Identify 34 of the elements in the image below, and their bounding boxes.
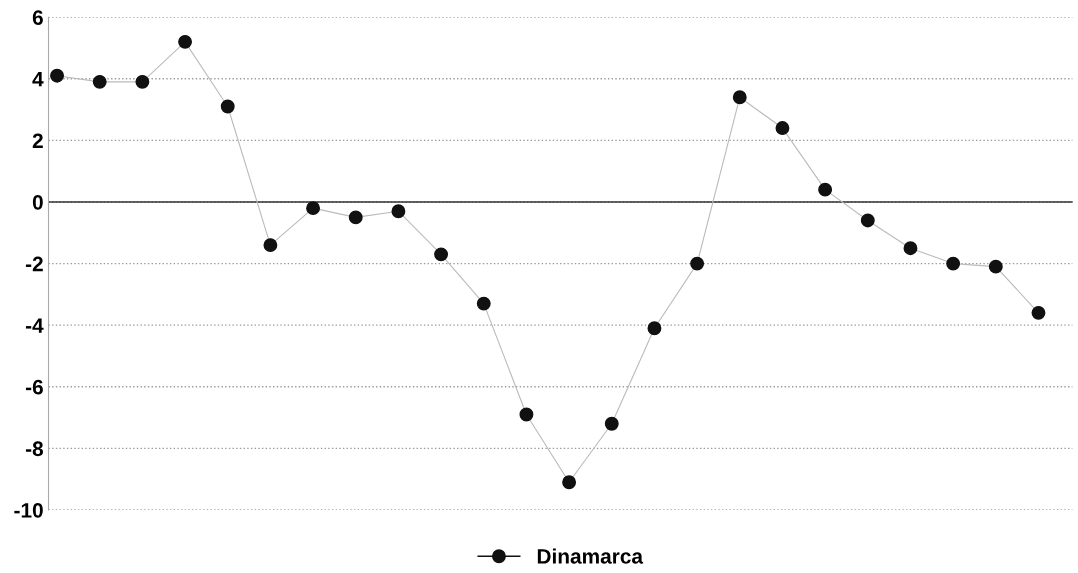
y-tick-label: -6 (25, 379, 43, 395)
point (690, 256, 705, 271)
point (988, 259, 1003, 274)
y-tick-label: 4 (32, 72, 44, 87)
point (818, 182, 833, 197)
point (1031, 305, 1046, 320)
point (860, 213, 875, 228)
y-tick-label: 6 (32, 10, 43, 25)
y-tick-label: -4 (25, 318, 44, 333)
y-tick-label: -8 (25, 441, 44, 457)
point (562, 475, 577, 490)
point (178, 34, 193, 49)
point (434, 247, 449, 262)
y-tick-label: 2 (32, 133, 43, 148)
point (306, 201, 321, 216)
point (647, 321, 662, 336)
point (775, 121, 790, 136)
point (348, 210, 363, 225)
point (50, 68, 64, 83)
legend-label: Dinamarca (537, 548, 644, 564)
y-tick-label: 0 (32, 194, 43, 210)
point (135, 74, 150, 89)
point (903, 241, 918, 256)
point (391, 204, 406, 219)
point (519, 407, 534, 422)
point (92, 74, 107, 89)
y-tick-label: -2 (25, 256, 43, 272)
point (732, 90, 747, 105)
point (604, 416, 619, 431)
point (946, 256, 961, 271)
point (220, 99, 235, 114)
y-tick-label: -10 (14, 502, 43, 518)
point (476, 296, 491, 311)
point (263, 238, 278, 253)
